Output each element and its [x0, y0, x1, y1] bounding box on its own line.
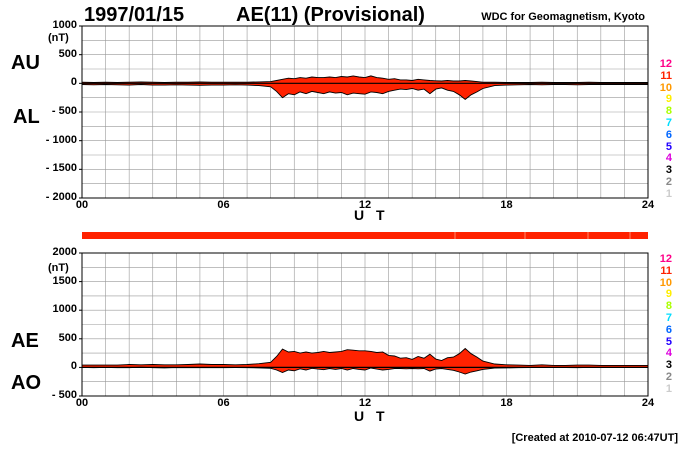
- ae-label: AE: [11, 330, 39, 352]
- station-key: 11: [660, 69, 672, 82]
- station-key: 2: [665, 176, 672, 188]
- created-timestamp: [Created at 2010-07-12 06:47UT]: [511, 432, 678, 444]
- x-axis-label-bottom: U T: [354, 408, 389, 424]
- station-key: 8: [665, 105, 672, 118]
- y-tick-label: 1000: [52, 303, 77, 316]
- station-key: 5: [665, 140, 672, 153]
- station-key: 6: [665, 323, 672, 336]
- station-key: 10: [659, 276, 672, 289]
- x-tick-label: 12: [358, 397, 372, 409]
- y-tick-label: 1500: [52, 274, 77, 287]
- x-tick-label: 00: [75, 199, 89, 211]
- al-label: AL: [13, 106, 40, 128]
- station-key: 12: [659, 253, 672, 265]
- chart-date: 1997/01/15: [84, 4, 185, 26]
- data-source: WDC for Geomagnetism, Kyoto: [481, 11, 645, 23]
- x-axis-label-top: U T: [354, 207, 389, 223]
- series-line-al: [81, 84, 648, 100]
- y-tick-label: - 500: [51, 389, 77, 401]
- station-key: 4: [665, 347, 672, 360]
- y-tick-label: 0: [70, 360, 77, 373]
- station-key: 11: [660, 264, 672, 277]
- station-key: 9: [665, 288, 672, 301]
- station-key: 12: [659, 58, 672, 70]
- y-tick-label: - 1500: [45, 162, 77, 175]
- y-tick-label: 1000: [52, 19, 77, 31]
- series-line-ae: [82, 347, 648, 366]
- series-line-au: [81, 75, 648, 83]
- station-key: 4: [665, 152, 672, 165]
- station-key: 7: [665, 312, 672, 324]
- station-key: 10: [659, 81, 672, 94]
- station-key: 8: [665, 300, 672, 313]
- x-tick-label: 12: [358, 199, 372, 211]
- station-key: 3: [665, 164, 672, 177]
- x-tick-label: 18: [500, 199, 513, 211]
- x-tick-label: 06: [217, 199, 230, 211]
- y-tick-label: 500: [58, 47, 77, 60]
- chart-title: AE(11) (Provisional): [236, 4, 425, 26]
- x-tick-label: 24: [641, 397, 655, 409]
- station-key: 6: [665, 128, 672, 141]
- y-tick-label: - 1000: [45, 133, 77, 146]
- unit-label-top: (nT): [48, 32, 69, 44]
- station-key: 1: [665, 382, 672, 395]
- unit-label-bottom: (nT): [48, 262, 69, 274]
- station-key: 5: [665, 335, 672, 348]
- station-key: 9: [665, 93, 672, 106]
- y-tick-label: - 500: [51, 105, 77, 117]
- au-label: AU: [11, 52, 40, 74]
- y-tick-label: 500: [58, 331, 77, 344]
- x-tick-label: 18: [500, 397, 513, 409]
- station-availability-bar: [82, 232, 648, 239]
- x-tick-label: 00: [75, 397, 89, 409]
- x-tick-label: 24: [641, 199, 655, 211]
- station-key: 7: [665, 117, 672, 129]
- y-tick-label: - 2000: [45, 191, 77, 203]
- y-tick-label: 0: [70, 76, 77, 89]
- station-key: 3: [665, 359, 672, 372]
- area-fill-au-al: [82, 75, 648, 100]
- plot-frame: [81, 252, 649, 397]
- y-tick-label: 2000: [52, 246, 77, 258]
- x-tick-label: 06: [217, 397, 230, 409]
- ao-label: AO: [11, 372, 41, 394]
- station-key: 2: [665, 371, 672, 383]
- station-key: 1: [665, 187, 672, 200]
